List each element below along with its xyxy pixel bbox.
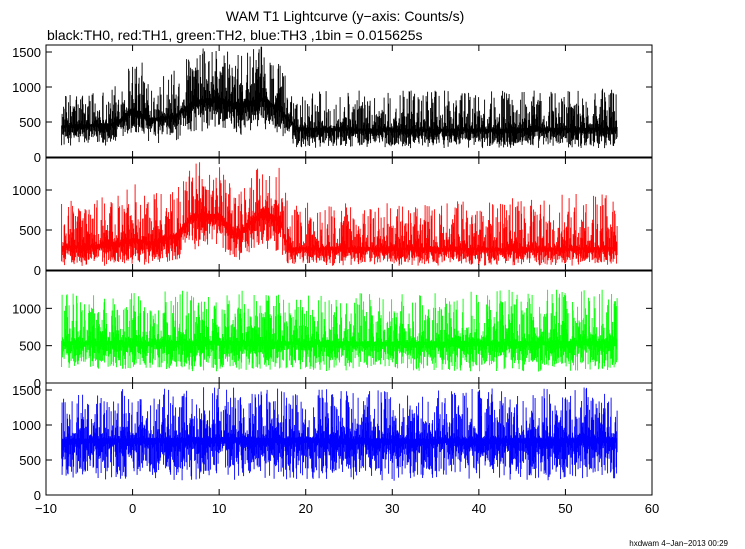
x-tick-label: 30 (385, 501, 399, 516)
panel-th1: 0 500 1000 (12, 157, 653, 278)
x-axis: −10 0 10 20 30 40 50 60 (35, 501, 659, 516)
x-tick-label: 50 (558, 501, 572, 516)
x-tick-label: 60 (645, 501, 659, 516)
y-tick-label: 1500 (12, 45, 41, 60)
lightcurve-th1 (61, 162, 618, 266)
y-tick-label: 1000 (12, 301, 41, 316)
y-tick-label: 1000 (12, 418, 41, 433)
panel-frame (45, 157, 653, 271)
y-tick-label: 1500 (12, 383, 41, 398)
lightcurve-th3 (61, 387, 618, 481)
y-tick-label: 0 (34, 150, 41, 165)
chart-subtitle: black:TH0, red:TH1, green:TH2, blue:TH3 … (47, 27, 422, 43)
lightcurve-th0 (61, 46, 618, 149)
footer-timestamp: hxdwam 4−Jan−2013 00:29 (629, 539, 728, 548)
x-tick-label: −10 (35, 501, 57, 516)
y-tick-label: 500 (19, 453, 41, 468)
y-tick-label: 1000 (12, 183, 41, 198)
x-tick-label: 0 (129, 501, 136, 516)
y-tick-label: 500 (19, 115, 41, 130)
y-tick-label: 1000 (12, 80, 41, 95)
x-tick-label: 10 (212, 501, 226, 516)
panel-frame (45, 44, 653, 158)
y-tick-label: 0 (34, 376, 41, 391)
y-tick-label: 0 (34, 263, 41, 278)
panel-th0: 0 500 1000 1500 (12, 44, 653, 165)
y-tick-label: 500 (19, 339, 41, 354)
chart-title: WAM T1 Lightcurve (y−axis: Counts/s) (226, 8, 464, 24)
panel-th2: 0 500 1000 (12, 270, 653, 391)
lightcurve-th2 (61, 289, 618, 372)
x-tick-label: 40 (472, 501, 486, 516)
y-tick-label: 500 (19, 223, 41, 238)
x-tick-label: 20 (298, 501, 312, 516)
y-tick-label: 0 (34, 488, 41, 503)
panel-frame (45, 382, 653, 496)
panel-th3: 0 500 1000 1500 (12, 382, 653, 503)
